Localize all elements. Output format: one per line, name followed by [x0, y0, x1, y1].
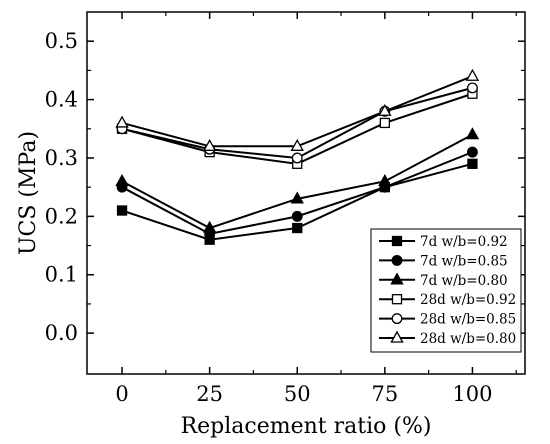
data-point	[202, 220, 217, 233]
legend-item: 28d w/b=0.92	[379, 292, 516, 308]
legend: 7d w/b=0.92 7d w/b=0.85 7d w/b=0.80 28d w/b…	[370, 228, 522, 353]
x-tick-label: 100	[452, 382, 492, 406]
series-3	[115, 127, 480, 233]
y-axis-title: UCS (MPa)	[16, 131, 41, 255]
data-point	[115, 115, 129, 128]
y-tick-label: 0.4	[45, 88, 78, 112]
legend-marker	[390, 330, 404, 343]
legend-item: 28d w/b=0.85	[379, 312, 516, 328]
data-point	[378, 173, 392, 186]
legend-item: 7d w/b=0.85	[379, 253, 508, 269]
legend-box	[370, 228, 522, 353]
legend-marker	[391, 254, 403, 266]
legend-label: 7d w/b=0.85	[420, 253, 508, 269]
data-point	[290, 191, 304, 204]
plot-marks	[115, 68, 480, 245]
x-tick-label: 0	[115, 382, 128, 406]
legend-item: 7d w/b=0.92	[379, 234, 508, 250]
x-axis: 0 25 50 75 100	[115, 12, 517, 406]
legend-label: 28d w/b=0.85	[420, 312, 516, 328]
data-point	[379, 117, 390, 129]
data-point	[291, 210, 303, 222]
y-axis: 0.0 0.1 0.2 0.3 0.4 0.5	[45, 29, 525, 345]
x-tick-label: 25	[196, 382, 223, 406]
legend-marker	[390, 272, 404, 285]
legend-marker	[391, 235, 403, 247]
data-point	[378, 103, 392, 116]
data-point	[466, 146, 478, 158]
data-point	[115, 173, 129, 186]
legend-label: 28d w/b=0.80	[420, 331, 516, 347]
legend-label: 28d w/b=0.92	[420, 292, 516, 308]
legend-label: 7d w/b=0.80	[420, 273, 508, 289]
legend-marker	[391, 294, 403, 305]
data-point	[465, 68, 480, 81]
data-point	[292, 222, 303, 234]
data-point	[466, 82, 478, 94]
plot-frame	[86, 11, 526, 375]
legend-marker	[391, 313, 403, 325]
legend-item: 28d w/b=0.80	[379, 330, 516, 347]
y-tick-label: 0.0	[45, 321, 78, 345]
x-tick-label: 50	[284, 382, 311, 406]
legend-label: 7d w/b=0.92	[420, 234, 508, 250]
x-axis-title: Replacement ratio (%)	[181, 414, 432, 439]
y-tick-label: 0.1	[45, 263, 78, 287]
y-tick-label: 0.2	[45, 204, 78, 228]
data-point	[291, 152, 303, 164]
series-6	[115, 68, 480, 151]
data-point	[465, 127, 480, 140]
y-tick-label: 0.5	[45, 29, 78, 53]
legend-item: 7d w/b=0.80	[379, 272, 508, 289]
data-point	[290, 138, 304, 151]
data-point	[116, 205, 128, 216]
y-tick-label: 0.3	[45, 146, 78, 170]
data-point	[202, 138, 217, 151]
data-point	[467, 158, 478, 169]
x-tick-label: 75	[371, 382, 398, 406]
